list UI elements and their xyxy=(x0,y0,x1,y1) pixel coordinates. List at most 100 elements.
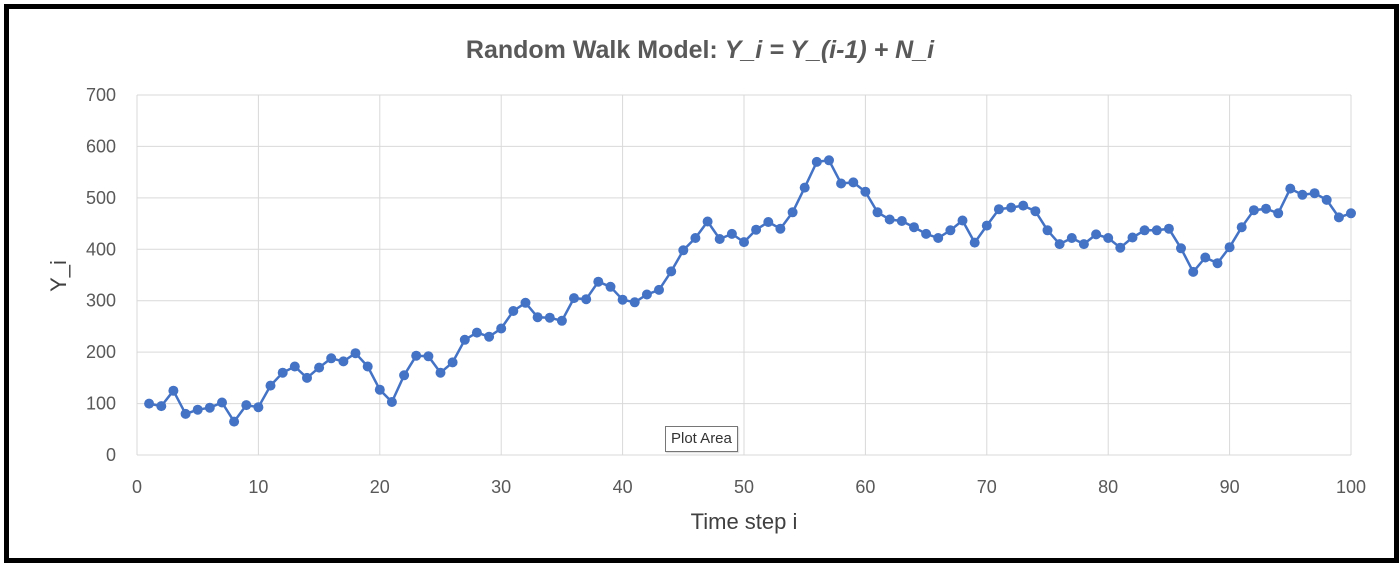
data-point[interactable] xyxy=(1091,229,1102,240)
data-point[interactable] xyxy=(884,214,895,225)
data-point[interactable] xyxy=(617,294,628,305)
data-point[interactable] xyxy=(362,361,373,372)
data-point[interactable] xyxy=(763,217,774,227)
data-point[interactable] xyxy=(1042,225,1053,236)
data-point[interactable] xyxy=(556,315,567,326)
data-point[interactable] xyxy=(411,350,422,361)
data-point[interactable] xyxy=(1261,203,1271,214)
data-point[interactable] xyxy=(1309,188,1320,199)
data-point[interactable] xyxy=(981,220,992,231)
data-point[interactable] xyxy=(144,398,155,409)
data-point[interactable] xyxy=(1163,223,1174,234)
data-point[interactable] xyxy=(1176,243,1186,254)
data-point[interactable] xyxy=(459,334,470,345)
data-point[interactable] xyxy=(1139,225,1150,236)
data-point[interactable] xyxy=(350,348,361,359)
data-point[interactable] xyxy=(1248,205,1259,216)
data-point[interactable] xyxy=(386,397,397,407)
data-point[interactable] xyxy=(508,306,519,316)
data-point[interactable] xyxy=(1200,252,1211,263)
data-point[interactable] xyxy=(860,186,871,197)
data-point[interactable] xyxy=(909,222,919,233)
data-point[interactable] xyxy=(544,312,555,323)
data-point[interactable] xyxy=(690,233,701,243)
data-point[interactable] xyxy=(496,323,507,334)
data-point[interactable] xyxy=(811,156,822,167)
data-point[interactable] xyxy=(253,402,264,413)
data-point[interactable] xyxy=(435,367,446,378)
data-point[interactable] xyxy=(1151,225,1162,236)
data-point[interactable] xyxy=(326,353,337,364)
data-point[interactable] xyxy=(1333,212,1344,223)
data-point[interactable] xyxy=(969,237,980,248)
data-point[interactable] xyxy=(204,402,215,413)
data-point[interactable] xyxy=(1127,232,1138,243)
data-point[interactable] xyxy=(1188,266,1199,277)
data-point[interactable] xyxy=(1212,258,1223,269)
data-point[interactable] xyxy=(1078,239,1089,250)
data-point[interactable] xyxy=(654,284,664,295)
data-point[interactable] xyxy=(471,327,482,338)
data-point[interactable] xyxy=(447,357,458,368)
data-point[interactable] xyxy=(180,408,191,419)
data-point[interactable] xyxy=(1273,208,1284,219)
data-point[interactable] xyxy=(605,281,616,292)
data-point[interactable] xyxy=(751,224,762,235)
data-point[interactable] xyxy=(836,178,847,189)
data-point[interactable] xyxy=(1285,183,1296,194)
data-point[interactable] xyxy=(277,367,288,378)
data-point[interactable] xyxy=(168,385,179,396)
data-point[interactable] xyxy=(314,362,325,373)
data-point[interactable] xyxy=(872,207,883,218)
data-point[interactable] xyxy=(1006,202,1017,213)
data-point[interactable] xyxy=(265,380,276,391)
data-point[interactable] xyxy=(1321,194,1332,205)
data-point[interactable] xyxy=(374,384,385,395)
data-point[interactable] xyxy=(217,397,227,408)
data-point[interactable] xyxy=(739,237,749,248)
data-point[interactable] xyxy=(1224,242,1235,253)
data-point[interactable] xyxy=(192,404,203,415)
data-point[interactable] xyxy=(423,351,434,362)
data-point[interactable] xyxy=(302,372,312,383)
data-point[interactable] xyxy=(229,416,240,427)
data-point[interactable] xyxy=(945,225,956,236)
data-point[interactable] xyxy=(848,177,859,188)
data-point[interactable] xyxy=(629,297,640,308)
data-point[interactable] xyxy=(289,361,300,372)
data-point[interactable] xyxy=(569,293,579,304)
data-point[interactable] xyxy=(241,400,252,411)
data-point[interactable] xyxy=(666,266,677,277)
data-point[interactable] xyxy=(338,356,349,367)
data-point[interactable] xyxy=(921,228,932,239)
data-point[interactable] xyxy=(799,182,810,193)
data-point[interactable] xyxy=(1103,233,1114,243)
data-point[interactable] xyxy=(824,155,834,166)
data-point[interactable] xyxy=(520,297,531,308)
data-point[interactable] xyxy=(1236,222,1247,233)
data-point[interactable] xyxy=(581,294,592,305)
data-point[interactable] xyxy=(1018,200,1029,211)
data-point[interactable] xyxy=(714,234,725,244)
data-point[interactable] xyxy=(1297,189,1308,200)
data-point[interactable] xyxy=(678,245,689,256)
data-point[interactable] xyxy=(702,216,713,227)
data-point[interactable] xyxy=(1030,206,1041,217)
data-point[interactable] xyxy=(933,233,944,243)
data-point[interactable] xyxy=(399,370,410,381)
data-point[interactable] xyxy=(1115,242,1126,253)
data-point[interactable] xyxy=(726,228,737,239)
data-point[interactable] xyxy=(993,204,1004,215)
data-point[interactable] xyxy=(1346,208,1356,219)
data-point[interactable] xyxy=(156,401,167,412)
data-point[interactable] xyxy=(957,215,968,226)
data-point[interactable] xyxy=(896,216,907,226)
data-point[interactable] xyxy=(532,312,543,323)
data-point[interactable] xyxy=(641,289,652,300)
data-point[interactable] xyxy=(1066,233,1077,243)
data-point[interactable] xyxy=(1054,239,1065,250)
data-point[interactable] xyxy=(484,331,495,342)
data-point[interactable] xyxy=(593,276,604,287)
data-point[interactable] xyxy=(775,223,786,234)
